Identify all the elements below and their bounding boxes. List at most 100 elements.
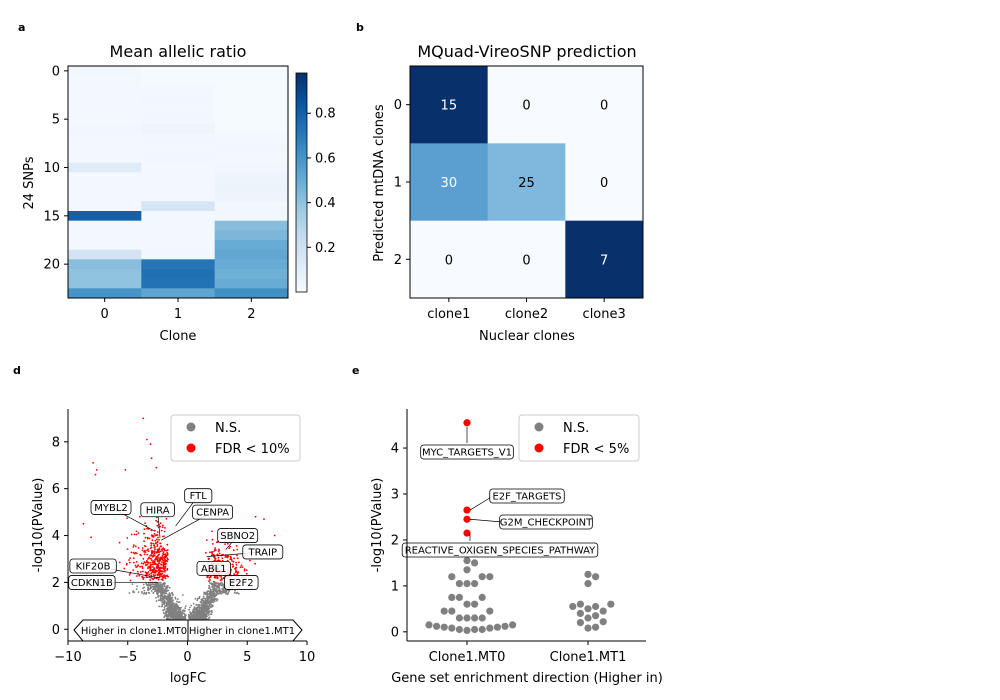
point-ns (216, 591, 219, 594)
point-ns (163, 615, 166, 617)
heatmap-cell (141, 220, 215, 231)
point-ns (168, 598, 170, 601)
point-significant (154, 548, 156, 551)
point-significant (213, 580, 215, 583)
heatmap-cell (214, 240, 289, 250)
point-ns (225, 592, 227, 595)
point-ns (471, 559, 479, 567)
point-significant (238, 561, 240, 564)
y-tick-label: 1 (391, 579, 399, 594)
heatmap-cell (214, 66, 289, 76)
geneset-label-box (420, 444, 514, 460)
x-tick-label: clone2 (505, 307, 548, 322)
point-significant (156, 543, 159, 546)
point-significant (216, 577, 219, 580)
point-ns (194, 614, 197, 617)
gene-label: KIF20B (76, 562, 111, 573)
point-significant (254, 515, 257, 518)
legend-marker-ns (534, 422, 544, 432)
chart-d-legend: N.S. FDR < 10% (170, 414, 301, 462)
heatmap-cell (214, 278, 289, 289)
heatmap-cell (68, 104, 142, 115)
point-ns (162, 599, 165, 601)
heatmap-cell (141, 153, 215, 163)
point-significant (147, 548, 150, 550)
point-significant (146, 438, 148, 441)
point-ns (592, 612, 600, 620)
heatmap-cell (214, 201, 289, 212)
point-ns (157, 592, 159, 595)
point-significant (142, 570, 144, 573)
point-significant (167, 575, 170, 578)
point-ns (168, 608, 171, 611)
point-significant (136, 570, 139, 573)
point-significant (157, 574, 159, 577)
heatmap-cell (141, 269, 215, 279)
point-significant (149, 569, 152, 572)
heatmap-cell (141, 104, 215, 115)
point-ns (150, 590, 153, 592)
point-ns (206, 602, 208, 605)
point-significant (163, 557, 166, 560)
point-significant (159, 525, 162, 528)
y-tick-label: 3 (391, 487, 399, 502)
point-significant (162, 552, 164, 555)
point-significant (148, 576, 151, 578)
x-tick-label: 1 (174, 307, 182, 322)
point-ns (198, 595, 201, 598)
heatmap-cell (68, 240, 142, 250)
point-ns (166, 609, 169, 611)
point-ns (208, 610, 211, 613)
point-ns (216, 586, 218, 589)
heatmap-cell (214, 104, 289, 115)
point-significant (129, 557, 132, 559)
point-ns (214, 592, 216, 595)
point-ns (203, 604, 206, 607)
point-significant (128, 561, 131, 564)
point-ns (188, 617, 191, 620)
point-ns (179, 614, 182, 617)
point-significant (157, 557, 160, 559)
point-significant (123, 567, 126, 570)
x-tick-label: clone1 (427, 307, 470, 322)
point-ns (202, 595, 205, 598)
point-ns (171, 609, 174, 612)
heatmap-cell (68, 269, 142, 279)
point-significant (158, 539, 160, 541)
point-significant (166, 549, 169, 551)
point-ns (169, 600, 172, 603)
gene-label-box (140, 502, 175, 518)
point-ns (193, 612, 196, 615)
point-significant (157, 568, 160, 571)
point-significant (147, 571, 150, 573)
point-significant (229, 545, 232, 548)
point-ns (184, 616, 187, 619)
point-significant (128, 559, 130, 561)
point-significant (226, 542, 229, 545)
point-ns (207, 608, 210, 610)
point-significant (162, 565, 165, 568)
heatmap-cell (214, 143, 289, 154)
heatmap-cell (68, 114, 142, 125)
geneset-label: REACTIVE_OXIGEN_SPECIES_PATHWAY (405, 546, 596, 557)
point-significant (146, 563, 149, 566)
geneset-label-box (401, 542, 599, 558)
point-significant (207, 557, 210, 560)
point-ns (209, 582, 212, 585)
point-ns (142, 583, 145, 586)
point-significant (141, 575, 144, 578)
point-ns (163, 591, 166, 593)
point-ns (425, 621, 433, 629)
heatmap-cell (141, 124, 215, 134)
heatmap-cell (68, 95, 142, 105)
point-significant (151, 539, 154, 542)
point-significant (211, 538, 214, 541)
geneset-label: MYC_TARGETS_V1 (422, 448, 512, 459)
point-ns (172, 599, 174, 602)
heatmap-cell (141, 230, 215, 241)
confusion-value: 7 (600, 253, 608, 268)
point-significant (150, 546, 153, 549)
point-significant (164, 569, 166, 572)
point-significant (163, 574, 166, 577)
point-significant (152, 578, 155, 581)
